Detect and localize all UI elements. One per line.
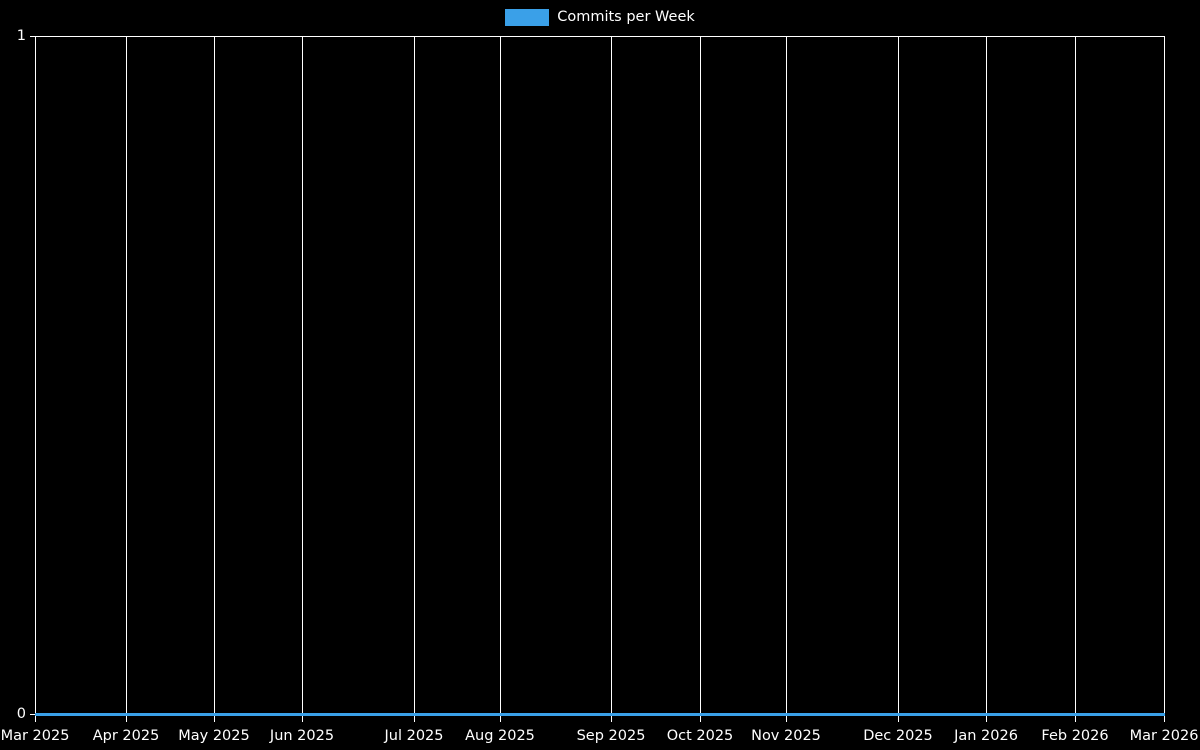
legend-entry-commits-per-week[interactable]: Commits per Week	[505, 8, 695, 26]
y-tick-mark	[30, 714, 35, 715]
x-axis-tick-label: Dec 2025	[863, 728, 933, 744]
plot-area	[35, 36, 1164, 714]
x-axis-tick-label: Jun 2025	[269, 728, 335, 744]
x-axis-tick-label: Mar 2025	[0, 728, 70, 744]
gridline-vertical	[214, 36, 215, 722]
x-axis-tick-label: Apr 2025	[92, 728, 160, 744]
plot-top-border	[35, 36, 1165, 37]
x-axis-tick-label: Oct 2025	[666, 728, 734, 744]
legend-label: Commits per Week	[557, 8, 695, 25]
gridline-vertical	[700, 36, 701, 722]
legend-color-swatch	[505, 8, 550, 26]
x-axis-tick-label: Mar 2026	[1129, 728, 1199, 744]
x-axis-tick-label: Feb 2026	[1041, 728, 1109, 744]
series-line-commits-per-week	[35, 713, 1165, 716]
gridline-vertical	[1075, 36, 1076, 722]
gridline-vertical	[898, 36, 899, 722]
x-axis-tick-label: Sep 2025	[576, 728, 646, 744]
x-axis-tick-label: Jan 2026	[954, 728, 1018, 744]
gridline-vertical	[500, 36, 501, 722]
gridline-vertical	[302, 36, 303, 722]
x-axis-tick-label: Nov 2025	[751, 728, 821, 744]
y-axis-tick-label-1: 1	[16, 28, 26, 44]
x-axis-tick-label: Jul 2025	[384, 728, 444, 744]
y-tick-mark	[30, 36, 35, 37]
gridline-vertical	[1164, 36, 1165, 722]
x-axis-tick-label: May 2025	[178, 728, 250, 744]
gridline-vertical	[126, 36, 127, 722]
gridline-vertical	[414, 36, 415, 722]
chart-legend: Commits per Week	[0, 0, 1200, 34]
gridline-vertical	[611, 36, 612, 722]
x-axis-tick-label: Aug 2025	[465, 728, 535, 744]
gridline-vertical	[986, 36, 987, 722]
y-axis-tick-label-0: 0	[16, 706, 26, 722]
gridline-vertical	[786, 36, 787, 722]
gridline-vertical	[35, 36, 36, 722]
